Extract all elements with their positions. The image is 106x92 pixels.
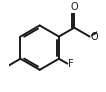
Text: O: O <box>70 2 78 12</box>
Text: F: F <box>68 59 74 69</box>
Text: O: O <box>91 32 98 42</box>
